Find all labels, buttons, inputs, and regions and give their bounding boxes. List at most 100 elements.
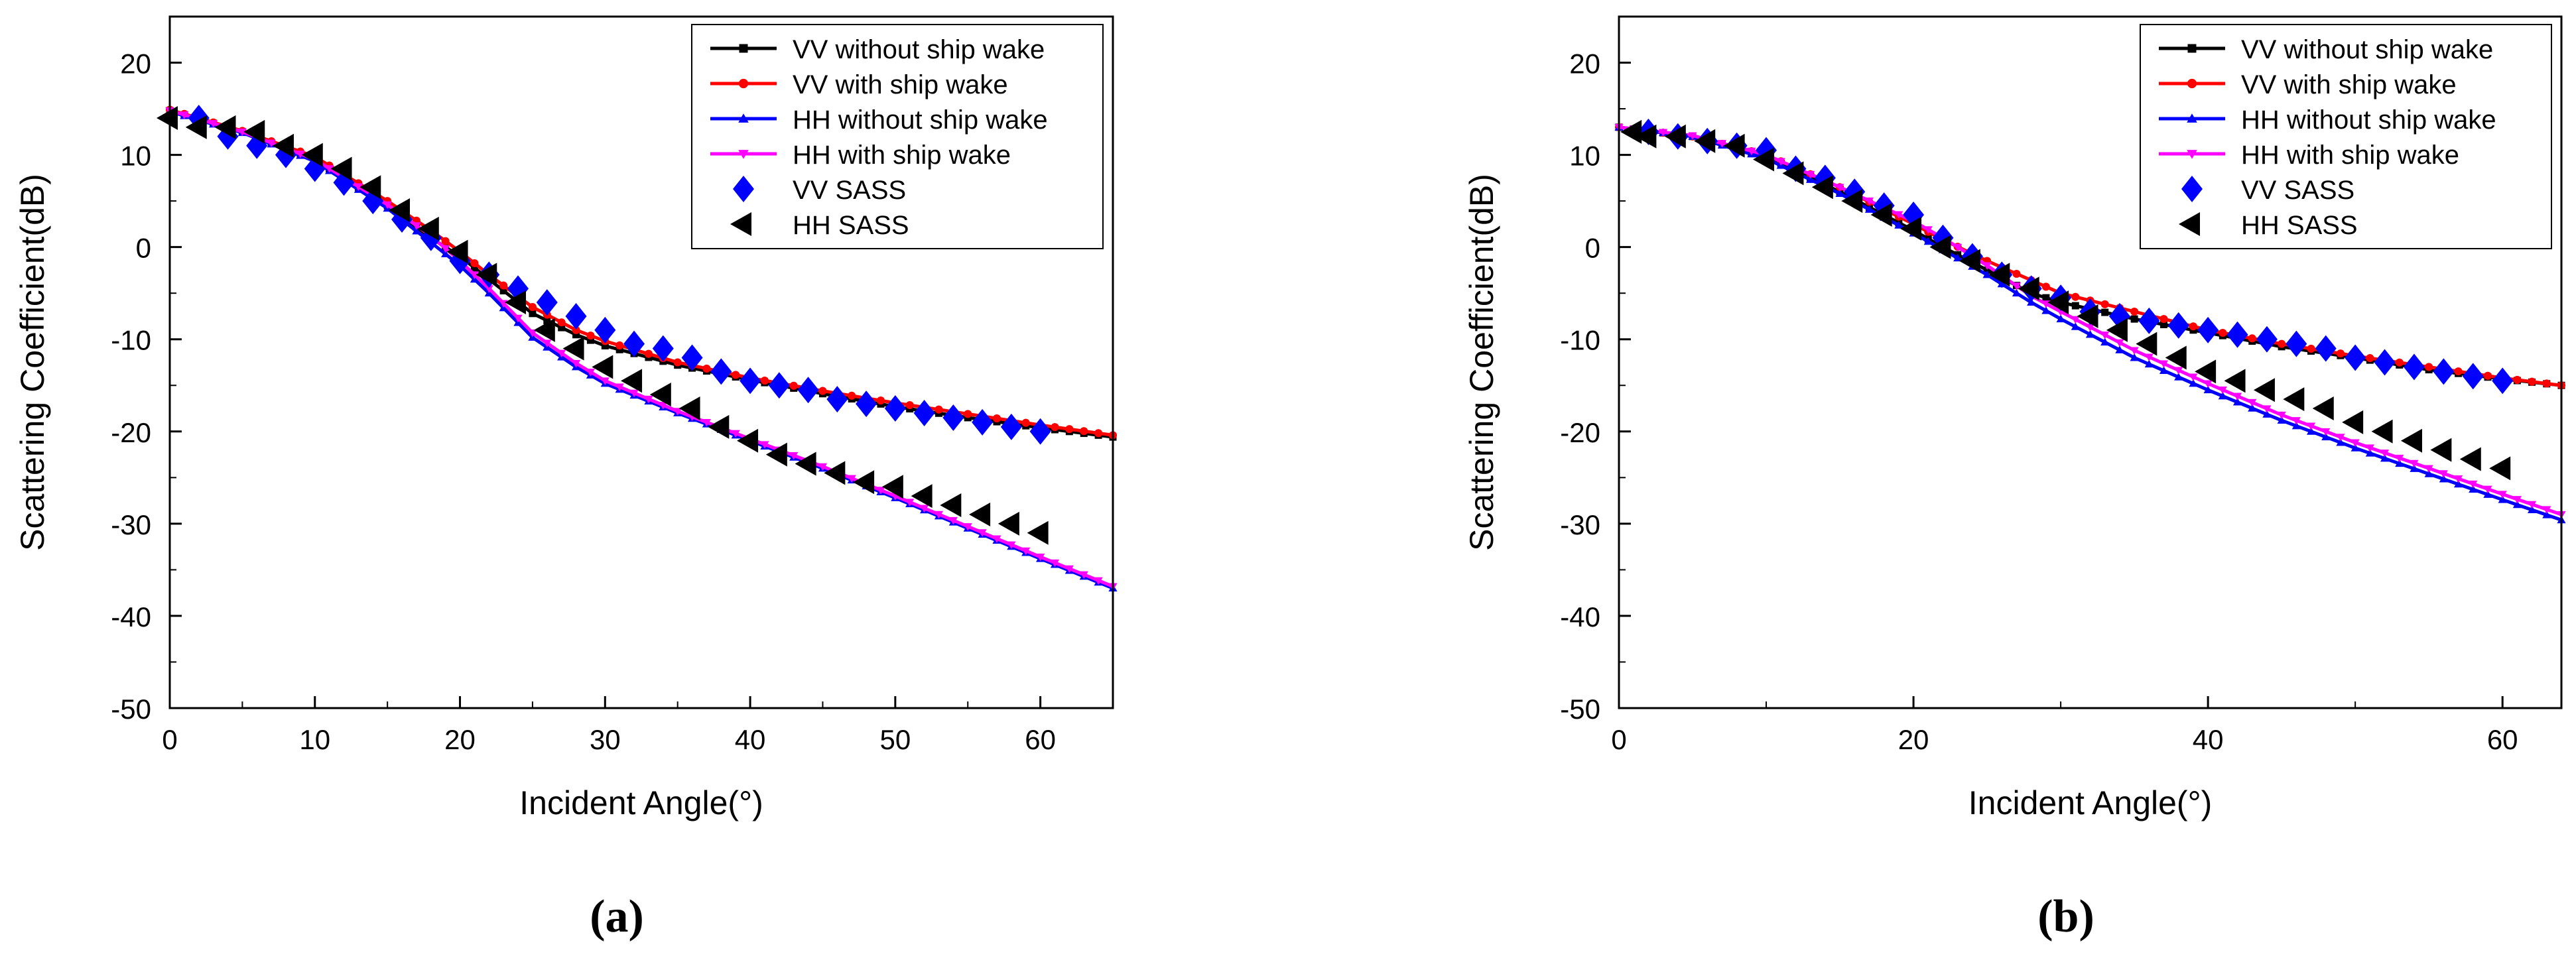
legend-label-a: VV SASS xyxy=(793,176,906,205)
line-marker-b-2 xyxy=(2085,330,2095,338)
line-marker-b-2 xyxy=(2012,288,2022,297)
x-tick-label-a: 0 xyxy=(162,724,177,755)
data-point-b-5 xyxy=(2430,438,2452,462)
line-marker-b-3 xyxy=(2100,332,2110,339)
line-marker-b-3 xyxy=(2159,360,2169,369)
data-point-a-5 xyxy=(678,396,700,421)
data-point-a-5 xyxy=(881,475,903,499)
line-marker-a-1 xyxy=(1021,418,1030,427)
data-point-a-4 xyxy=(710,358,732,385)
data-point-a-5 xyxy=(998,511,1019,536)
x-tick-label-a: 20 xyxy=(444,724,476,755)
data-point-b-5 xyxy=(1811,175,1833,200)
line-marker-b-2 xyxy=(1953,253,1963,262)
data-point-a-5 xyxy=(795,452,816,476)
line-marker-b-3 xyxy=(2203,380,2213,389)
y-axis-title-b: Scattering Coefficient(dB) xyxy=(1463,174,1500,551)
data-point-b-4 xyxy=(2286,330,2307,357)
legend-label-b: VV without ship wake xyxy=(2241,35,2493,64)
line-marker-a-3 xyxy=(1064,565,1074,574)
line-marker-a-3 xyxy=(789,452,799,460)
series-layer-b xyxy=(1614,118,2566,524)
panel-a: -50 -40 -30 -20 -10 0 10 20 0 10 20 30 40 50 60 Incide… xyxy=(14,15,1118,942)
line-marker-b-1 xyxy=(2219,328,2227,337)
line-marker-a-3 xyxy=(731,430,740,438)
data-point-a-5 xyxy=(446,239,468,264)
line-marker-b-2 xyxy=(2189,379,2198,387)
x-tick-label-b: 0 xyxy=(1611,724,1626,755)
legend-label-b: HH with ship wake xyxy=(2241,141,2459,170)
data-point-b-4 xyxy=(2138,307,2160,334)
line-marker-b-3 xyxy=(2189,373,2198,382)
line-marker-a-1 xyxy=(673,358,682,367)
line-marker-a-3 xyxy=(920,505,929,513)
line-marker-a-0 xyxy=(543,316,551,324)
line-marker-a-3 xyxy=(615,383,624,392)
legend-marker-a xyxy=(733,176,754,202)
line-marker-a-3 xyxy=(673,408,682,416)
plot-frame-b xyxy=(1618,15,2563,709)
data-point-b-5 xyxy=(2077,304,2098,328)
x-tick-label-a: 30 xyxy=(590,724,621,755)
data-point-b-5 xyxy=(1782,161,1804,186)
legend-label-a: VV without ship wake xyxy=(793,35,1045,64)
line-marker-b-0 xyxy=(2101,308,2109,316)
legend-marker-b xyxy=(2187,78,2197,89)
data-point-b-5 xyxy=(1929,235,1951,259)
line-marker-b-2 xyxy=(2071,322,2080,330)
line-marker-b-1 xyxy=(2071,292,2080,301)
line-marker-a-1 xyxy=(789,381,798,390)
line-marker-b-2 xyxy=(2469,485,2478,493)
data-point-a-4 xyxy=(856,391,877,418)
data-point-a-4 xyxy=(652,335,674,362)
line-marker-b-3 xyxy=(2144,353,2154,362)
legend-label-b: HH SASS xyxy=(2241,211,2358,240)
line-marker-b-1 xyxy=(2307,344,2315,353)
line-marker-b-3 xyxy=(2424,465,2433,473)
line-marker-a-3 xyxy=(484,285,493,293)
data-point-b-5 xyxy=(1723,133,1745,158)
y-tick-label-a: -20 xyxy=(111,417,151,448)
data-point-a-5 xyxy=(273,133,294,158)
line-marker-b-1 xyxy=(2542,379,2551,388)
line-marker-a-1 xyxy=(905,400,914,410)
data-point-b-5 xyxy=(2400,428,2422,453)
line-marker-a-3 xyxy=(1021,547,1031,556)
line-marker-a-2 xyxy=(441,249,450,258)
x-axis-title-b: Incident Angle(°) xyxy=(1968,784,2212,821)
data-point-b-5 xyxy=(2224,369,2246,393)
line-marker-b-1 xyxy=(2454,367,2463,376)
data-point-b-5 xyxy=(2195,359,2217,384)
series-layer-a xyxy=(157,104,1118,592)
y-tick-label-b: -20 xyxy=(1560,417,1600,448)
data-point-a-4 xyxy=(565,302,587,330)
line-marker-b-2 xyxy=(2159,366,2169,374)
y-tick-label-b: -50 xyxy=(1560,694,1600,725)
legend-marker-a xyxy=(738,150,749,159)
line-marker-a-1 xyxy=(934,405,943,414)
line-marker-b-3 xyxy=(2012,282,2022,290)
legend-label-b: VV SASS xyxy=(2241,176,2354,205)
legend-item-b: HH SASS xyxy=(2179,211,2358,240)
line-marker-b-3 xyxy=(2232,392,2242,400)
data-point-b-5 xyxy=(1620,119,1642,144)
line-marker-b-3 xyxy=(2542,506,2551,514)
line-marker-b-1 xyxy=(2248,334,2256,343)
line-marker-a-1 xyxy=(644,349,653,358)
data-point-b-4 xyxy=(2167,312,2189,339)
line-marker-a-3 xyxy=(1094,577,1103,585)
line-marker-b-2 xyxy=(2232,397,2242,406)
line-marker-a-0 xyxy=(572,331,580,339)
line-marker-a-3 xyxy=(267,139,276,148)
data-point-a-4 xyxy=(536,289,558,316)
line-marker-b-3 xyxy=(2483,485,2492,494)
y-tick-label-b: -10 xyxy=(1560,325,1600,356)
line-marker-a-1 xyxy=(557,318,566,327)
panel-label-b: (b) xyxy=(2037,891,2094,942)
line-marker-a-3 xyxy=(818,463,828,471)
line-marker-a-1 xyxy=(586,332,595,340)
line-marker-b-2 xyxy=(2100,337,2110,346)
data-point-a-5 xyxy=(505,290,527,315)
line-marker-b-2 xyxy=(2321,432,2331,441)
